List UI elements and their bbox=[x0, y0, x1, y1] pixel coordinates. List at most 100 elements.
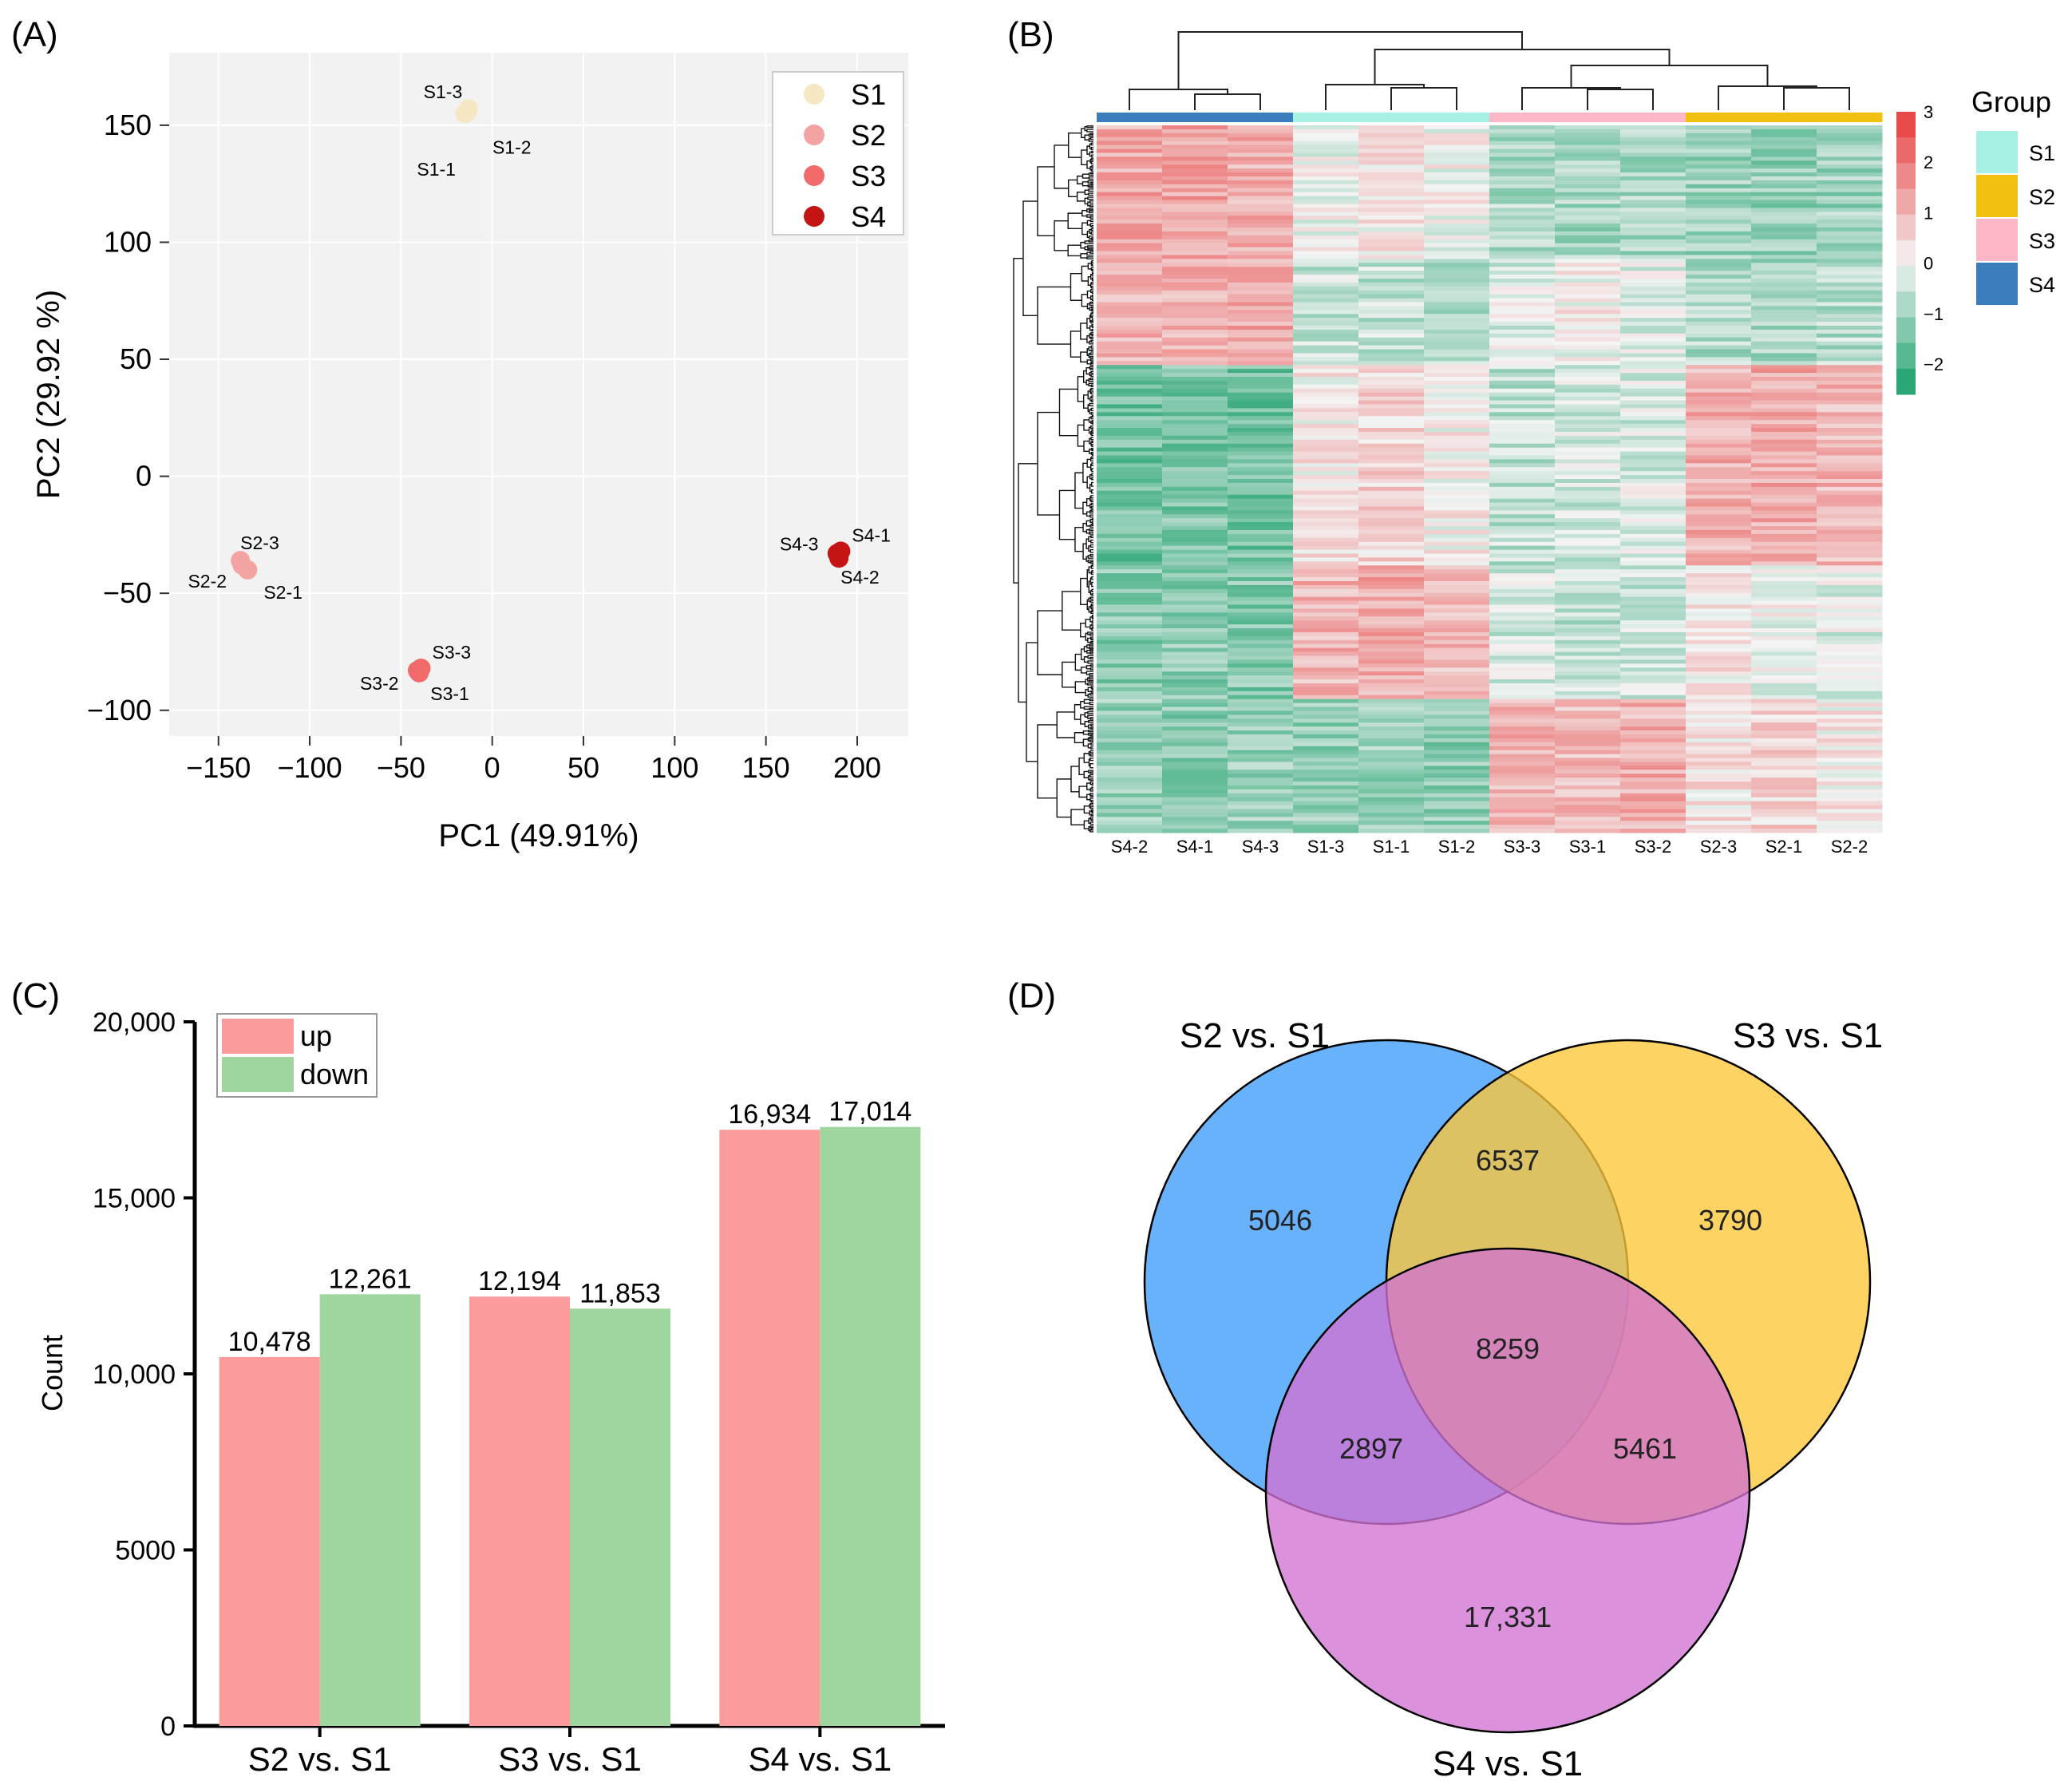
heatmap-cell bbox=[1555, 455, 1621, 460]
row-dendrogram bbox=[1013, 125, 1094, 833]
heatmap-cell bbox=[1162, 486, 1228, 492]
heatmap-cell bbox=[1620, 463, 1686, 468]
heatmap-cell bbox=[1686, 479, 1752, 484]
row-dendrogram-link bbox=[1089, 803, 1091, 809]
heatmap-cell bbox=[1686, 651, 1752, 656]
heatmap-cell bbox=[1228, 537, 1294, 543]
heatmap-cell bbox=[1489, 298, 1556, 303]
row-dendrogram-link bbox=[1087, 404, 1090, 413]
heatmap-cell bbox=[1555, 373, 1621, 378]
heatmap-cell bbox=[1751, 259, 1817, 263]
heatmap-cell bbox=[1620, 506, 1686, 511]
heatmap-cell bbox=[1097, 267, 1163, 271]
heatmap-cell bbox=[1293, 782, 1359, 786]
row-dendrogram-link bbox=[1089, 643, 1092, 647]
heatmap-cell bbox=[1162, 695, 1228, 700]
heatmap-cell bbox=[1817, 188, 1883, 193]
heatmap-cell bbox=[1424, 782, 1490, 786]
heatmap-cell bbox=[1686, 584, 1752, 590]
heatmap-cell bbox=[1620, 341, 1686, 346]
heatmap-cell bbox=[1228, 408, 1294, 413]
heatmap-cell bbox=[1162, 251, 1228, 255]
heatmap-cell bbox=[1489, 396, 1556, 402]
heatmap-cell bbox=[1228, 192, 1294, 197]
row-dendrogram-link bbox=[1089, 717, 1092, 720]
heatmap-cell bbox=[1097, 224, 1163, 228]
row-dendrogram-link bbox=[1091, 818, 1093, 821]
heatmap-cell bbox=[1228, 298, 1294, 303]
heatmap-cell bbox=[1358, 259, 1425, 263]
heatmap-cell bbox=[1751, 172, 1817, 177]
heatmap-cell bbox=[1817, 180, 1883, 185]
row-dendrogram-link bbox=[1091, 165, 1093, 168]
expression-heatmap: S4-2 S4-1 S4-3 S1-3 S1-1 S1-2 S3-3 S3-1 S3-2 S2-3… bbox=[1013, 31, 2055, 857]
heatmap-cell bbox=[1162, 192, 1228, 197]
bar-category-label: S3 vs. S1 bbox=[498, 1740, 642, 1778]
heatmap-cell bbox=[1228, 184, 1294, 189]
heatmap-cell bbox=[1097, 314, 1163, 319]
heatmap-cell bbox=[1228, 144, 1294, 150]
heatmap-cell bbox=[1097, 758, 1163, 762]
heatmap-cell bbox=[1817, 333, 1883, 338]
heatmap-cell bbox=[1686, 695, 1752, 700]
heatmap-cell bbox=[1228, 782, 1294, 786]
heatmap-cell bbox=[1228, 204, 1294, 208]
heatmap-cell bbox=[1162, 778, 1228, 782]
heatmap-cell bbox=[1751, 125, 1817, 130]
row-dendrogram-link bbox=[1088, 751, 1091, 756]
heatmap-cell bbox=[1620, 643, 1686, 649]
row-dendrogram-link bbox=[1091, 477, 1093, 481]
heatmap-cell bbox=[1228, 655, 1294, 660]
row-dendrogram-link bbox=[1080, 253, 1087, 259]
heatmap-cell bbox=[1424, 805, 1490, 809]
heatmap-cell bbox=[1097, 184, 1163, 189]
row-dendrogram-link bbox=[1089, 734, 1093, 737]
heatmap-cell bbox=[1424, 714, 1490, 719]
row-dendrogram-link bbox=[1085, 665, 1091, 670]
heatmap-cell bbox=[1097, 451, 1163, 456]
column-dendrogram bbox=[1129, 31, 1850, 110]
heatmap-cell bbox=[1293, 514, 1359, 519]
heatmap-cell bbox=[1686, 204, 1752, 208]
heatmap-cell bbox=[1817, 522, 1883, 527]
row-dendrogram-link bbox=[1089, 208, 1091, 211]
heatmap-cell bbox=[1751, 742, 1817, 747]
heatmap-cell bbox=[1620, 392, 1686, 398]
row-dendrogram-link bbox=[1077, 424, 1084, 447]
heatmap-cell bbox=[1424, 396, 1490, 402]
heatmap-cell bbox=[1686, 631, 1752, 637]
row-dendrogram-link bbox=[1085, 679, 1088, 685]
heatmap-cell bbox=[1620, 369, 1686, 374]
heatmap-cell bbox=[1686, 275, 1752, 279]
heatmap-cell bbox=[1620, 377, 1686, 382]
heatmap-cell bbox=[1424, 494, 1490, 500]
heatmap-cell bbox=[1751, 216, 1817, 220]
heatmap-cell bbox=[1489, 703, 1556, 707]
heatmap-cell bbox=[1751, 314, 1817, 319]
pca-x-tick-label: 50 bbox=[567, 751, 599, 784]
heatmap-cell bbox=[1293, 353, 1359, 358]
row-dendrogram-link bbox=[1090, 308, 1093, 311]
heatmap-cell bbox=[1358, 801, 1425, 806]
heatmap-cell bbox=[1424, 357, 1490, 362]
heatmap-cell bbox=[1555, 471, 1621, 476]
heatmap-cell bbox=[1489, 738, 1556, 743]
heatmap-cell bbox=[1424, 463, 1490, 468]
heatmap-cell bbox=[1424, 141, 1490, 146]
pca-point bbox=[457, 102, 476, 122]
heatmap-cell bbox=[1228, 333, 1294, 338]
heatmap-cell bbox=[1489, 251, 1556, 255]
heatmap-cell bbox=[1293, 829, 1359, 833]
row-dendrogram-link bbox=[1089, 301, 1092, 304]
pca-y-tick-label: −50 bbox=[103, 576, 152, 609]
pca-x-tick-label: 200 bbox=[833, 751, 881, 784]
heatmap-cell bbox=[1097, 439, 1163, 445]
heatmap-cell bbox=[1424, 565, 1490, 570]
heatmap-cell bbox=[1555, 714, 1621, 719]
heatmap-cell bbox=[1686, 671, 1752, 676]
heatmap-cell bbox=[1620, 569, 1686, 574]
heatmap-cell bbox=[1228, 160, 1294, 165]
heatmap-cell bbox=[1817, 220, 1883, 224]
row-dendrogram-link bbox=[1091, 150, 1093, 154]
heatmap-cell bbox=[1751, 144, 1817, 150]
